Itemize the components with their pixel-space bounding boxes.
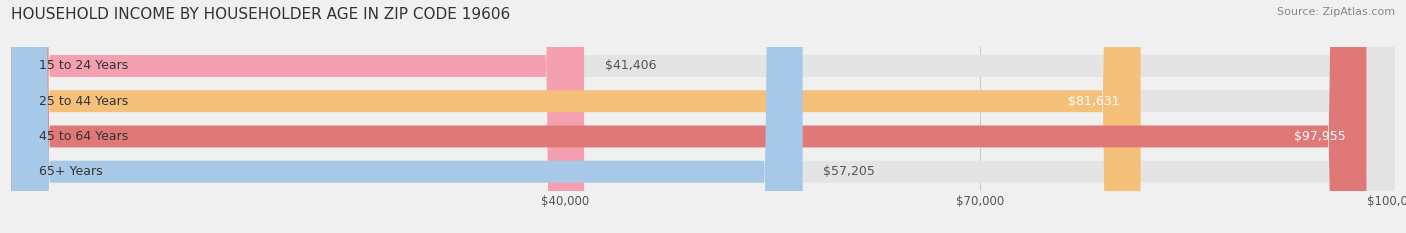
Text: $97,955: $97,955 (1294, 130, 1346, 143)
Text: HOUSEHOLD INCOME BY HOUSEHOLDER AGE IN ZIP CODE 19606: HOUSEHOLD INCOME BY HOUSEHOLDER AGE IN Z… (11, 7, 510, 22)
Text: $81,631: $81,631 (1069, 95, 1119, 108)
FancyBboxPatch shape (11, 0, 1140, 233)
FancyBboxPatch shape (11, 0, 1395, 233)
Text: 45 to 64 Years: 45 to 64 Years (39, 130, 128, 143)
FancyBboxPatch shape (11, 0, 1395, 233)
FancyBboxPatch shape (11, 0, 803, 233)
Text: 15 to 24 Years: 15 to 24 Years (39, 59, 128, 72)
Text: $41,406: $41,406 (605, 59, 657, 72)
Text: Source: ZipAtlas.com: Source: ZipAtlas.com (1277, 7, 1395, 17)
FancyBboxPatch shape (11, 0, 583, 233)
FancyBboxPatch shape (11, 0, 1395, 233)
FancyBboxPatch shape (11, 0, 1367, 233)
Text: $57,205: $57,205 (824, 165, 876, 178)
Text: 65+ Years: 65+ Years (39, 165, 103, 178)
Text: 25 to 44 Years: 25 to 44 Years (39, 95, 128, 108)
FancyBboxPatch shape (11, 0, 1395, 233)
